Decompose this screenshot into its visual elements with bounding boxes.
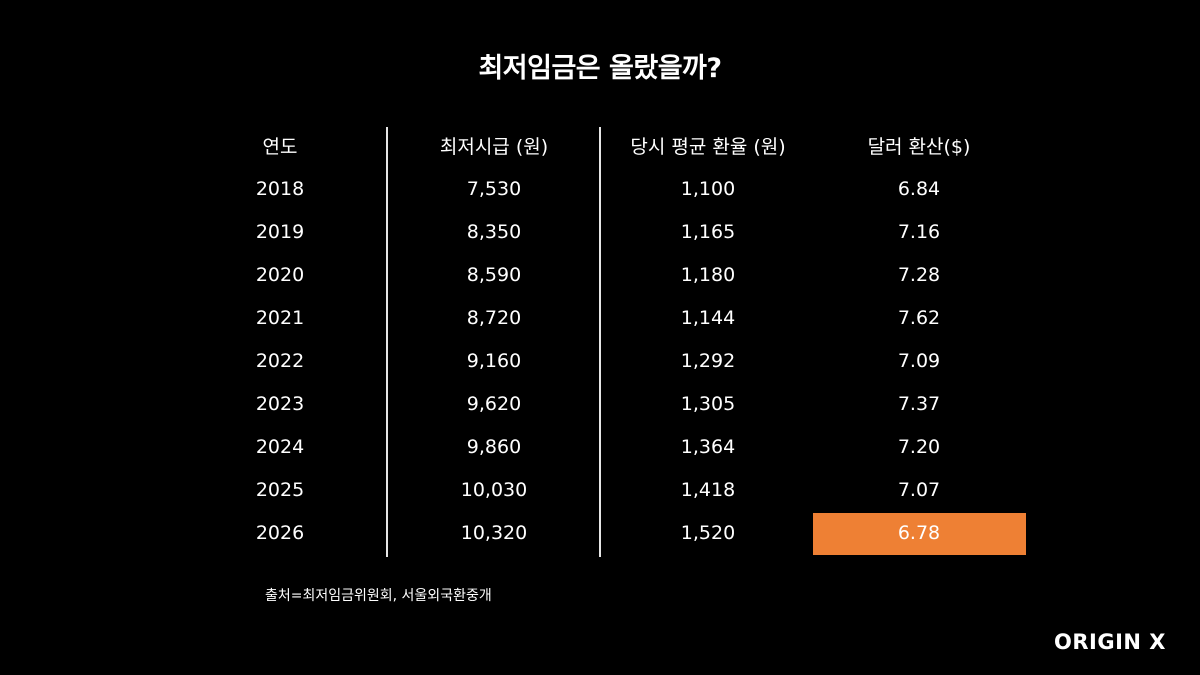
data-table: 연도 최저시급 (원) 당시 평균 환율 (원) 달러 환산($) 2018 7,530 1… — [172, 127, 1052, 557]
table-cell-r3-c1: 2020 — [255, 264, 305, 286]
column-divider-2 — [599, 127, 601, 557]
table-cell-r2-c3: 1,165 — [680, 221, 736, 243]
table-cell-r3-c2: 8,590 — [466, 264, 522, 286]
table-cell-r1-c3: 1,100 — [680, 178, 736, 200]
chart-title: 최저임금은 올랐을까? — [478, 53, 722, 84]
column-header-3: 당시 평균 환율 (원) — [630, 136, 786, 158]
column-divider-1 — [386, 127, 388, 557]
source-note: 출처=최저임금위원회, 서울외국환중개 — [265, 588, 492, 604]
table-cell-r1-c4: 6.84 — [897, 178, 941, 200]
table-cell-r1-c2: 7,530 — [466, 178, 522, 200]
table-cell-r8-c4: 7.07 — [897, 479, 941, 501]
table-cell-r6-c1: 2023 — [255, 393, 305, 415]
table-cell-r9-c4: 6.78 — [897, 522, 941, 544]
column-header-4: 달러 환산($) — [867, 136, 971, 158]
table-cell-r5-c2: 9,160 — [466, 350, 522, 372]
table-cell-r7-c3: 1,364 — [680, 436, 736, 458]
table-cell-r3-c4: 7.28 — [897, 264, 941, 286]
brand-logo: ORIGIN X — [1054, 630, 1166, 654]
table-cell-r9-c3: 1,520 — [680, 522, 736, 544]
table-cell-r4-c4: 7.62 — [897, 307, 941, 329]
table-cell-r6-c3: 1,305 — [680, 393, 736, 415]
table-cell-r1-c1: 2018 — [255, 178, 305, 200]
table-cell-r6-c2: 9,620 — [466, 393, 522, 415]
table-cell-r4-c2: 8,720 — [466, 307, 522, 329]
table-cell-r8-c1: 2025 — [255, 479, 305, 501]
table-cell-r5-c4: 7.09 — [897, 350, 941, 372]
table-cell-r2-c2: 8,350 — [466, 221, 522, 243]
table-cell-r7-c2: 9,860 — [466, 436, 522, 458]
table-cell-r7-c4: 7.20 — [897, 436, 941, 458]
table-cell-r3-c3: 1,180 — [680, 264, 736, 286]
table-cell-r4-c1: 2021 — [255, 307, 305, 329]
highlight-cell — [813, 513, 1026, 555]
table-cell-r2-c1: 2019 — [255, 221, 305, 243]
table-cell-r7-c1: 2024 — [255, 436, 305, 458]
table-cell-r4-c3: 1,144 — [680, 307, 736, 329]
table-cell-r5-c1: 2022 — [255, 350, 305, 372]
table-cell-r9-c1: 2026 — [255, 522, 305, 544]
column-header-1: 연도 — [262, 136, 298, 158]
table-cell-r5-c3: 1,292 — [680, 350, 736, 372]
column-header-2: 최저시급 (원) — [439, 136, 549, 158]
table-cell-r2-c4: 7.16 — [897, 221, 941, 243]
table-cell-r8-c3: 1,418 — [680, 479, 736, 501]
table-cell-r9-c2: 10,320 — [460, 522, 528, 544]
table-cell-r6-c4: 7.37 — [897, 393, 941, 415]
table-cell-r8-c2: 10,030 — [460, 479, 528, 501]
